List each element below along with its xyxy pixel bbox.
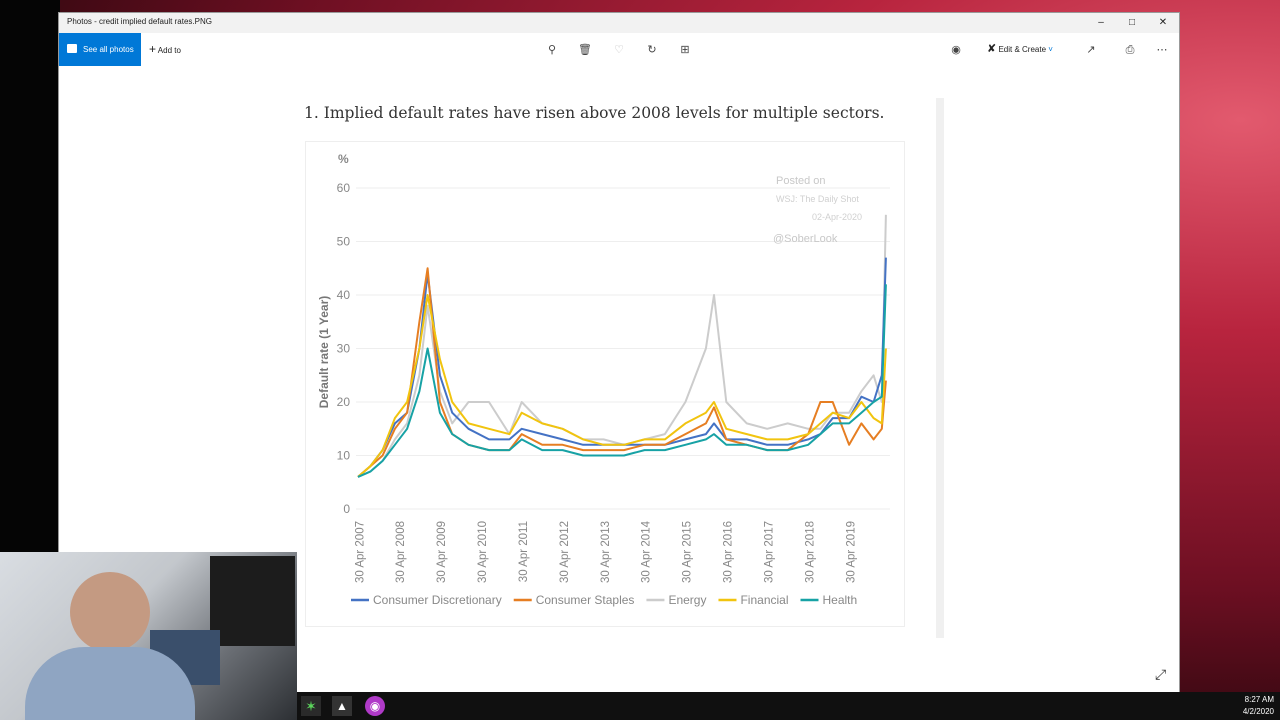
series-line-health [357,284,887,478]
add-to-button[interactable]: + Add to [149,33,181,66]
x-tick-label: 30 Apr 2018 [804,521,816,583]
plus-icon: + [149,42,157,56]
y-tick-label: 60 [337,181,351,195]
heart-icon[interactable]: ♡ [614,44,624,56]
edit-icon: ✘ [987,43,997,55]
share-icon[interactable]: ↗ [1086,44,1096,56]
x-tick-label: 30 Apr 2012 [559,521,571,583]
x-tick-label: 30 Apr 2008 [395,521,407,583]
more-icon[interactable]: ⋯ [1156,44,1168,56]
y-tick-label: 40 [337,288,351,302]
close-button[interactable]: ✕ [1158,17,1168,28]
legend-label: Consumer Staples [536,593,635,607]
image-edge-strip [936,98,944,638]
y-tick-label: 10 [337,449,351,463]
x-tick-label: 30 Apr 2011 [518,521,530,582]
x-tick-label: 30 Apr 2014 [641,520,653,583]
photos-icon [67,44,77,53]
x-tick-label: 30 Apr 2016 [723,521,735,583]
edit-create-label: Edit & Create [998,45,1047,54]
legend-label: Financial [740,593,788,607]
legend-label: Health [823,593,858,607]
series-line-financial [357,294,887,478]
y-tick-label: 20 [337,395,351,409]
minimize-button[interactable]: – [1098,17,1104,28]
maximize-button[interactable]: □ [1128,17,1136,28]
y-tick-label: 50 [337,235,351,249]
webcam-overlay [0,552,297,720]
watermark-source: WSJ: The Daily Shot [776,194,859,204]
desktop-left-area [0,0,60,552]
y-axis-label: Default rate (1 Year) [317,296,331,409]
x-tick-label: 30 Apr 2015 [682,521,694,583]
y-unit-label: % [338,152,349,166]
chart-legend: Consumer Discretionary Consumer Staples En… [351,593,857,607]
zoom-icon[interactable]: ⚲ [547,44,557,56]
expand-icon[interactable]: ⤢ [1155,666,1167,682]
x-tick-label: 30 Apr 2013 [600,521,612,583]
see-all-photos-button[interactable]: See all photos [59,33,141,66]
add-to-label: Add to [157,46,181,55]
chevron-down-icon: ˅ [1048,45,1053,54]
x-tick-label: 30 Apr 2017 [763,521,775,583]
monitor-shape [210,556,295,646]
person-silhouette [70,572,150,652]
image-heading: 1. Implied default rates have risen abov… [304,104,885,122]
enhance-icon[interactable]: ◉ [951,44,961,56]
x-tick-label: 30 Apr 2010 [477,521,489,583]
series-line-consumer-staples [357,267,887,478]
crop-icon[interactable]: ⊞ [680,44,690,56]
chart-grid [356,187,890,510]
edit-create-button[interactable]: ✘ Edit & Create ˅ [987,33,1053,66]
app-icon-green[interactable]: ✶ [301,696,321,716]
y-tick-labels: 0 10 20 30 40 50 60 [337,181,351,516]
x-tick-label: 30 Apr 2019 [845,521,857,583]
app-icon-purple[interactable]: ◉ [365,696,385,716]
x-tick-labels: 30 Apr 2007 30 Apr 2008 30 Apr 2009 30 Apr … [354,520,857,583]
x-tick-label: 30 Apr 2007 [354,521,366,583]
title-bar: Photos - credit implied default rates.PN… [59,13,1179,33]
watermark-posted: Posted on [776,175,826,187]
legend-label: Energy [668,593,706,607]
y-tick-label: 30 [337,342,351,356]
chart-series [357,214,887,478]
watermark-handle: @SoberLook [773,233,838,245]
person-body [25,647,195,720]
legend-label: Consumer Discretionary [373,593,502,607]
taskbar: ✶ ▲ ◉ 8:27 AM 4/2/2020 [297,692,1280,720]
clock-time: 8:27 AM [1244,695,1274,704]
delete-icon[interactable]: 🗑 [578,44,592,56]
see-all-photos-label: See all photos [83,45,134,54]
clock-date: 4/2/2020 [1242,707,1274,716]
window-title: Photos - credit implied default rates.PN… [67,17,212,26]
y-tick-label: 0 [343,502,350,516]
print-icon[interactable]: ⎙ [1125,44,1135,56]
x-tick-label: 30 Apr 2009 [436,521,448,583]
photos-app-icon[interactable]: ▲ [332,696,352,716]
chart-frame: 0 10 20 30 40 50 60 30 Apr 2007 30 Apr 2008 30 A… [305,141,905,627]
photo-toolbar: See all photos + Add to ⚲ 🗑 ♡ ↻ ⊞ ◉ ✘ Ed… [59,33,1179,66]
rotate-icon[interactable]: ↻ [647,44,657,56]
watermark-date: 02-Apr-2020 [812,212,862,222]
